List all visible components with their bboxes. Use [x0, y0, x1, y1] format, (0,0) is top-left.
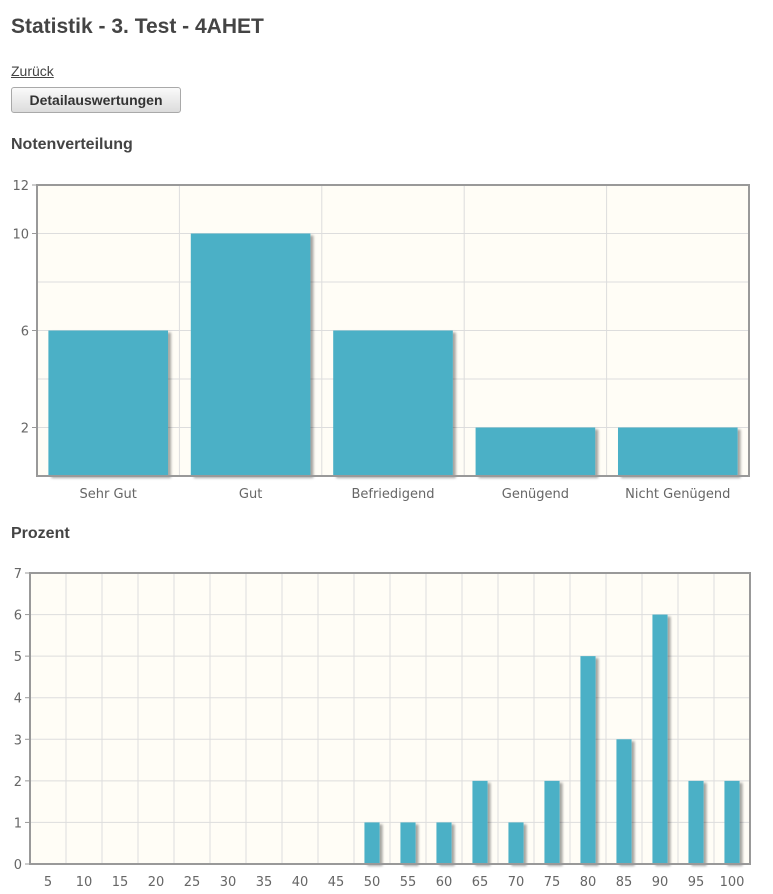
grade-y-tick-label: 10	[12, 228, 29, 243]
percent-x-tick-label: 60	[436, 875, 453, 890]
percent-x-tick-label: 25	[184, 875, 201, 890]
percent-y-tick-label: 6	[14, 609, 22, 624]
grade-y-tick-label: 2	[21, 422, 29, 437]
percent-x-tick-label: 35	[256, 875, 273, 890]
detail-analysis-button[interactable]: Detailauswertungen	[11, 87, 181, 113]
grade-bar	[475, 427, 596, 476]
percent-bar	[688, 780, 704, 864]
percent-x-tick-label: 100	[720, 875, 745, 890]
percent-y-tick-label: 3	[14, 733, 22, 748]
percent-plot-frame	[29, 572, 751, 865]
percent-x-tick-label: 20	[148, 875, 165, 890]
percent-x-tick-label: 55	[400, 875, 417, 890]
percent-y-tick-label: 7	[14, 567, 22, 582]
percent-bar	[724, 780, 740, 864]
percent-y-tick-label: 5	[14, 650, 22, 665]
percent-y-tick-label: 0	[14, 858, 22, 873]
percent-x-tick-label: 15	[112, 875, 129, 890]
percent-x-tick-label: 10	[76, 875, 93, 890]
grade-x-tick-label: Gut	[239, 487, 262, 502]
percent-x-tick-label: 85	[616, 875, 633, 890]
percent-bar	[364, 822, 380, 864]
page-title: Statistik - 3. Test - 4AHET	[11, 15, 264, 38]
percent-x-tick-label: 90	[652, 875, 669, 890]
percent-bar	[544, 780, 560, 864]
percent-bar	[616, 739, 632, 864]
percent-bar	[580, 656, 596, 864]
grade-y-tick-label: 12	[12, 179, 29, 194]
percent-x-tick-label: 50	[364, 875, 381, 890]
percent-bar	[652, 614, 668, 864]
percent-x-tick-label: 65	[472, 875, 489, 890]
percent-x-tick-label: 5	[44, 875, 52, 890]
grade-bar	[333, 330, 453, 476]
percent-x-tick-label: 95	[688, 875, 705, 890]
percent-bar	[472, 780, 488, 864]
percent-x-tick-label: 30	[220, 875, 237, 890]
percent-distribution-title: Prozent	[11, 525, 70, 542]
percent-x-tick-label: 40	[292, 875, 309, 890]
grade-x-tick-label: Genügend	[502, 487, 569, 502]
percent-y-tick-label: 2	[14, 775, 22, 790]
grade-bar	[190, 233, 311, 476]
grade-bar	[48, 330, 169, 476]
grade-x-tick-label: Nicht Genügend	[625, 487, 730, 502]
percent-bar	[508, 822, 524, 864]
percent-x-tick-label: 75	[544, 875, 561, 890]
percent-bar	[400, 822, 416, 864]
percent-x-tick-label: 45	[328, 875, 345, 890]
grade-x-tick-label: Sehr Gut	[80, 487, 137, 502]
grade-distribution-title: Notenverteilung	[11, 136, 133, 153]
grade-distribution-chart: 2 6 10 12 Sehr Gut Gut Befriedigend Genügend Nic…	[12, 179, 750, 502]
grade-y-tick-label: 6	[21, 325, 29, 340]
percent-y-tick-label: 4	[14, 692, 22, 707]
percent-y-tick-label: 1	[14, 816, 22, 831]
percent-x-tick-label: 80	[580, 875, 597, 890]
percent-bar	[436, 822, 452, 864]
back-link[interactable]: Zurück	[11, 63, 54, 79]
grade-bar	[617, 427, 738, 476]
grade-x-tick-label: Befriedigend	[351, 487, 434, 502]
percent-x-tick-label: 70	[508, 875, 525, 890]
